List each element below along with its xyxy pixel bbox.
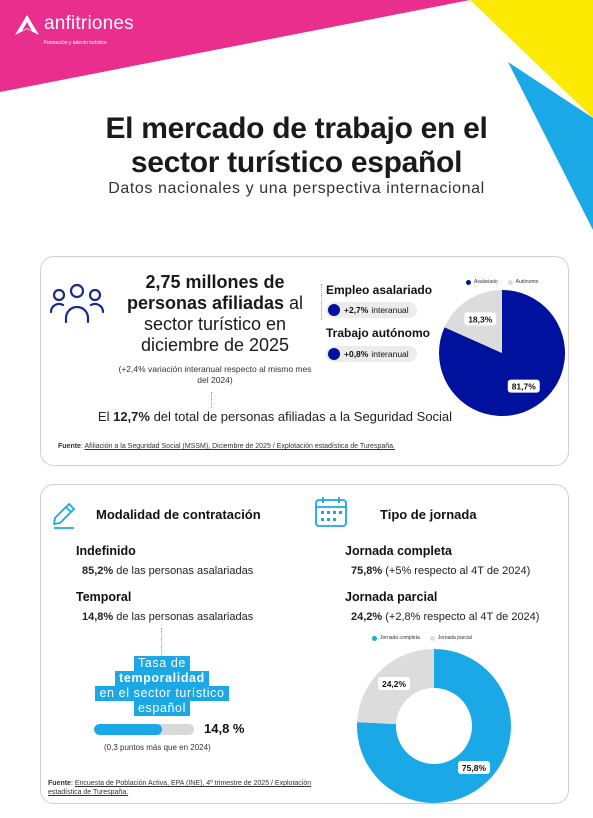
donut-legend-jornada: Jornada completa Jornada parcial xyxy=(372,635,482,641)
source-label: Fuente xyxy=(48,780,71,787)
temporalidad-bar xyxy=(94,724,194,735)
indefinido-value: 85,2% de las personas asalariadas xyxy=(82,565,253,577)
slice-value-label: 24,2% xyxy=(382,679,407,689)
empleo-asalariado-label: Empleo asalariado xyxy=(326,283,433,297)
badge-line-2: temporalidad xyxy=(115,671,209,686)
slice-value-label: 18,3% xyxy=(468,314,493,324)
badge-line-4: español xyxy=(134,701,190,716)
legend-swatch xyxy=(372,635,377,641)
legend-item: Jornada parcial xyxy=(429,635,472,641)
empleo-asalariado-pill: +2,7% interanual xyxy=(326,302,417,318)
parcial-text: (+2,8% respecto al 4T de 2024) xyxy=(382,611,540,623)
bullet-dot-icon xyxy=(328,348,340,360)
trabajo-autonomo-pill: +0,8% interanual xyxy=(326,346,417,362)
title-line-2: sector turístico español xyxy=(130,146,463,179)
brand-tagline: Formación y talento turístico xyxy=(44,40,107,46)
brand-logo: anfitriones xyxy=(14,14,134,36)
indefinido-text: de las personas asalariadas xyxy=(113,565,254,577)
legend-label: Jornada completa xyxy=(380,635,420,641)
total-percentage: 12,7% xyxy=(113,409,150,424)
headline-rest: al sector turístico en diciembre de 2025 xyxy=(140,293,304,355)
contratacion-source: Fuente: Encuesta de Población Activa, EP… xyxy=(48,780,312,796)
jornada-completa-value: 75,8% (+5% respecto al 4T de 2024) xyxy=(351,565,530,577)
temporal-value: 14,8% de las personas asalariadas xyxy=(82,611,253,623)
indefinido-label: Indefinido xyxy=(76,544,136,558)
source-link[interactable]: Afiliación a la Seguridad Social (MSSM),… xyxy=(84,443,395,450)
legend-item: Jornada completa xyxy=(372,635,420,641)
slice-label-box xyxy=(457,761,490,775)
jornada-parcial-value: 24,2% (+2,8% respecto al 4T de 2024) xyxy=(351,611,539,623)
pen-icon xyxy=(53,503,75,529)
legend-item: Autónomo xyxy=(507,279,539,285)
dotted-divider xyxy=(321,284,322,320)
slice-value-label: 81,7% xyxy=(512,382,537,392)
temporal-percentage: 14,8% xyxy=(82,611,114,623)
slice-label-box xyxy=(507,379,540,393)
temporalidad-bar-fill xyxy=(94,724,163,735)
afiliacion-source: Fuente: Afiliación a la Seguridad Social… xyxy=(58,443,395,450)
title-line-1: El mercado de trabajo en el xyxy=(105,112,488,145)
afiliacion-note: (+2,4% variación interanual respecto al … xyxy=(118,364,312,385)
bullet-dot-icon xyxy=(328,304,340,316)
completa-text: (+5% respecto al 4T de 2024) xyxy=(382,565,531,577)
source-label: Fuente xyxy=(58,443,81,450)
autonomo-suffix: interanual xyxy=(371,349,409,359)
jornada-parcial-label: Jornada parcial xyxy=(345,590,438,604)
jornada-title: Tipo de jornada xyxy=(380,507,477,522)
contratacion-title: Modalidad de contratación xyxy=(96,507,261,522)
headline-bold: 2,75 millones de personas afiliadas xyxy=(126,272,285,313)
brand-name: anfitriones xyxy=(44,13,134,34)
temporalidad-badge: Tasa de temporalidad en el sector turíst… xyxy=(78,656,246,716)
page-title: El mercado de trabajo en el sector turís… xyxy=(0,112,593,180)
temporalidad-note: (0,3 puntos más que en 2024) xyxy=(104,743,211,752)
dotted-connector xyxy=(211,392,212,408)
page-subtitle: Datos nacionales y una perspectiva inter… xyxy=(108,180,485,197)
total-afiliados-line: El 12,7% del total de personas afiliadas… xyxy=(40,409,510,424)
pie-legend-empleo: Asalariado Autónomo xyxy=(466,279,548,285)
parcial-percentage: 24,2% xyxy=(351,611,383,623)
legend-swatch xyxy=(507,279,513,285)
source-link[interactable]: Encuesta de Población Activa, EPA (INE),… xyxy=(48,780,312,796)
total-post: del total de personas afiliadas a la Seg… xyxy=(149,409,453,424)
autonomo-value: +0,8% xyxy=(344,349,369,359)
trabajo-autonomo-label: Trabajo autónomo xyxy=(326,326,431,340)
slice-label-box xyxy=(464,312,497,326)
empleo-suffix: interanual xyxy=(371,305,409,315)
completa-percentage: 75,8% xyxy=(351,565,383,577)
legend-label: Jornada parcial xyxy=(437,635,472,641)
temporal-label: Temporal xyxy=(76,590,132,604)
people-icon xyxy=(50,283,104,324)
afiliacion-headline: 2,75 millones de personas afiliadas al s… xyxy=(112,272,318,356)
calendar-icon xyxy=(315,497,347,527)
temporalidad-value: 14,8 % xyxy=(204,721,245,736)
badge-line-1: Tasa de xyxy=(134,656,190,671)
jornada-completa-label: Jornada completa xyxy=(345,544,452,558)
legend-label: Asalariado xyxy=(474,279,498,285)
corner-decoration xyxy=(0,0,593,230)
empleo-pie-chart: 81,7% 18,3% xyxy=(439,290,565,416)
slice-value-label: 75,8% xyxy=(462,763,487,773)
indefinido-percentage: 85,2% xyxy=(82,565,114,577)
badge-line-3: en el sector turístico xyxy=(95,686,229,701)
logo-mark-icon xyxy=(15,15,39,35)
empleo-value: +2,7% xyxy=(344,305,369,315)
legend-label: Autónomo xyxy=(515,279,539,285)
dotted-connector xyxy=(161,628,162,656)
total-pre: El xyxy=(97,409,114,424)
slice-label-box xyxy=(378,676,411,690)
jornada-donut-chart: 75,8% 24,2% xyxy=(357,649,511,803)
temporal-text: de las personas asalariadas xyxy=(113,611,254,623)
legend-item: Asalariado xyxy=(466,279,498,285)
legend-swatch xyxy=(466,279,471,285)
legend-swatch xyxy=(429,635,435,641)
